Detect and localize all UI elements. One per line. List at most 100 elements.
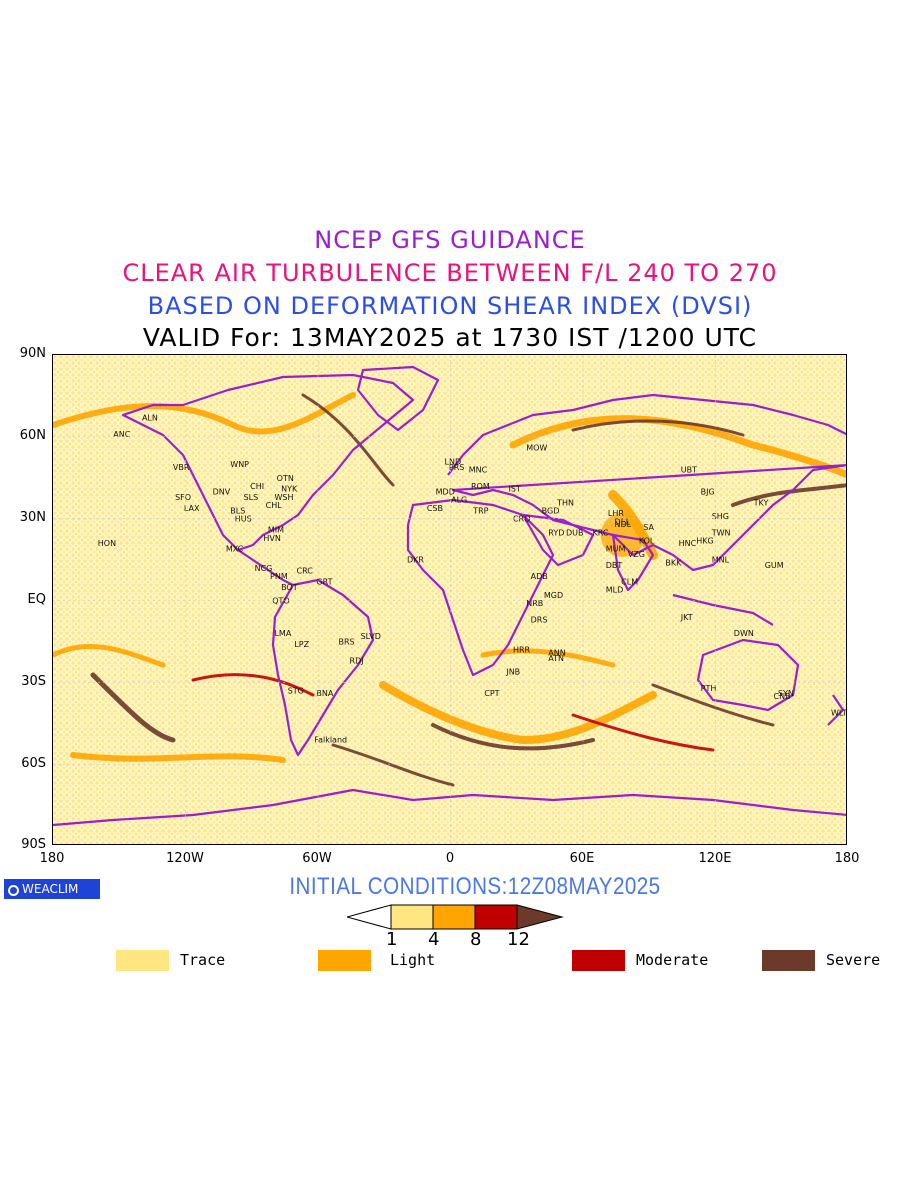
station-label-syn: SYN	[778, 689, 794, 698]
lat-label-30s: 30S	[21, 674, 46, 689]
station-label-sls: SLS	[244, 493, 259, 502]
station-label-chl: CHL	[266, 501, 283, 510]
lat-label-eq: EQ	[27, 592, 46, 607]
colorbar-tick-12: 12	[507, 929, 530, 950]
weaclim-logo: WEACLIM	[4, 879, 100, 899]
station-label-bkk: BKK	[665, 558, 682, 567]
turbulence-streak	[379, 681, 657, 745]
new-zealand-coast	[827, 694, 845, 726]
station-label-sa: SA	[643, 523, 654, 532]
station-label-ubt: UBT	[681, 466, 697, 475]
station-label-jkt: JKT	[680, 613, 693, 622]
india-coast	[611, 533, 655, 592]
colorbar-severe-arrow	[516, 904, 564, 930]
station-label-lhr: LHR	[608, 509, 624, 518]
legend-swatch-light	[318, 950, 371, 971]
eurasia-coast	[447, 393, 846, 572]
greenland-coast	[356, 365, 440, 432]
station-label-bna: BNA	[316, 689, 333, 698]
station-label-alg: ALG	[451, 496, 467, 505]
graticule	[53, 355, 846, 844]
station-label-nyk: NYK	[281, 485, 298, 494]
station-label-sfo: SFO	[175, 493, 191, 502]
station-label-hon: HON	[98, 539, 116, 548]
turbulence-streak	[53, 643, 166, 668]
lat-label-60n: 60N	[19, 428, 46, 443]
station-label-wlt: WLT	[831, 708, 847, 717]
station-label-bls: BLS	[230, 506, 245, 515]
station-label-lma: LMA	[274, 629, 291, 638]
colorbar-trace	[390, 904, 434, 930]
legend-swatch-moderate	[572, 950, 625, 971]
logo-text: WEACLIM	[22, 882, 79, 896]
station-label-dnv: DNV	[213, 487, 231, 496]
turbulence-streak	[90, 672, 176, 743]
station-label-vzg: VZG	[628, 550, 645, 559]
turbulence-streak	[191, 673, 315, 697]
australia-coast	[696, 638, 800, 712]
station-label-mld: MLD	[606, 586, 624, 595]
station-label-bjg: BJG	[701, 487, 715, 496]
turbulence-streak	[571, 419, 745, 437]
station-label-hvn: HVN	[263, 534, 280, 543]
station-label-lpz: LPZ	[294, 640, 309, 649]
legend-swatch-trace	[116, 950, 169, 971]
station-label-dub: DUB	[566, 528, 584, 537]
station-label-twn: TWN	[711, 528, 731, 537]
legend-label-severe: Severe	[826, 951, 881, 969]
legend-label-trace: Trace	[180, 951, 226, 969]
station-label-bot: BOT	[281, 583, 298, 592]
station-label-nrb: NRB	[526, 599, 543, 608]
station-label-bgd: BGD	[542, 506, 560, 515]
station-label-brs: BRS	[339, 637, 355, 646]
station-label-tky: TKY	[753, 498, 769, 507]
station-label-wsh: WSH	[274, 493, 293, 502]
station-label-mow: MOW	[526, 444, 547, 453]
legend-swatch-severe	[762, 950, 815, 971]
station-label-lax: LAX	[184, 504, 200, 513]
station-label-hnc: HNC	[679, 539, 697, 548]
station-label-mdd: MDD	[436, 487, 455, 496]
station-label-dkr: DKR	[407, 556, 424, 565]
station-label-ncg: NCG	[255, 564, 273, 573]
lon-label-180e: 180	[834, 851, 860, 866]
station-label-vbr: VBR	[173, 463, 190, 472]
lat-label-60s: 60S	[21, 756, 46, 771]
turbulence-streak	[571, 713, 715, 752]
title-model: NCEP GFS GUIDANCE	[314, 226, 586, 254]
station-label-cpt: CPT	[484, 689, 499, 698]
legend-label-light: Light	[390, 951, 436, 969]
logo-ring-icon	[8, 885, 19, 896]
station-label-grt: GRT	[316, 577, 332, 586]
colorbar-moderate	[474, 904, 518, 930]
station-label-slvd: SLVD	[361, 632, 381, 641]
station-label-mim: MIM	[268, 526, 284, 535]
station-label-shg: SHG	[712, 512, 729, 521]
station-label-trp: TRP	[472, 506, 488, 515]
station-label-drs: DRS	[531, 616, 548, 625]
station-label-del: DEL	[615, 517, 631, 526]
station-label-dwn: DWN	[734, 629, 754, 638]
station-label-hrr: HRR	[513, 646, 531, 655]
turbulence-streak	[509, 415, 846, 478]
station-label-pth: PTH	[701, 684, 717, 693]
lon-label-0: 0	[445, 851, 455, 866]
colorbar-tick-1: 1	[386, 929, 398, 950]
station-label-cro: CRO	[513, 515, 530, 524]
lat-label-30n: 30N	[19, 510, 46, 525]
station-label-dbt: DBT	[606, 561, 623, 570]
central-america-coast	[237, 549, 294, 586]
station-label-aln: ALN	[142, 414, 158, 423]
colorbar-light	[432, 904, 476, 930]
station-label-kol: KOL	[639, 536, 655, 545]
turbulence-streak	[651, 683, 775, 727]
station-label-qto: QTO	[272, 597, 289, 606]
lat-label-90n: 90N	[19, 346, 46, 361]
station-label-krc: KRC	[592, 528, 608, 537]
station-label-chi: CHI	[250, 482, 264, 491]
station-label-adb: ADB	[531, 572, 548, 581]
lon-label-60w: 60W	[302, 851, 332, 866]
colorbar-below-arrow	[347, 904, 392, 930]
